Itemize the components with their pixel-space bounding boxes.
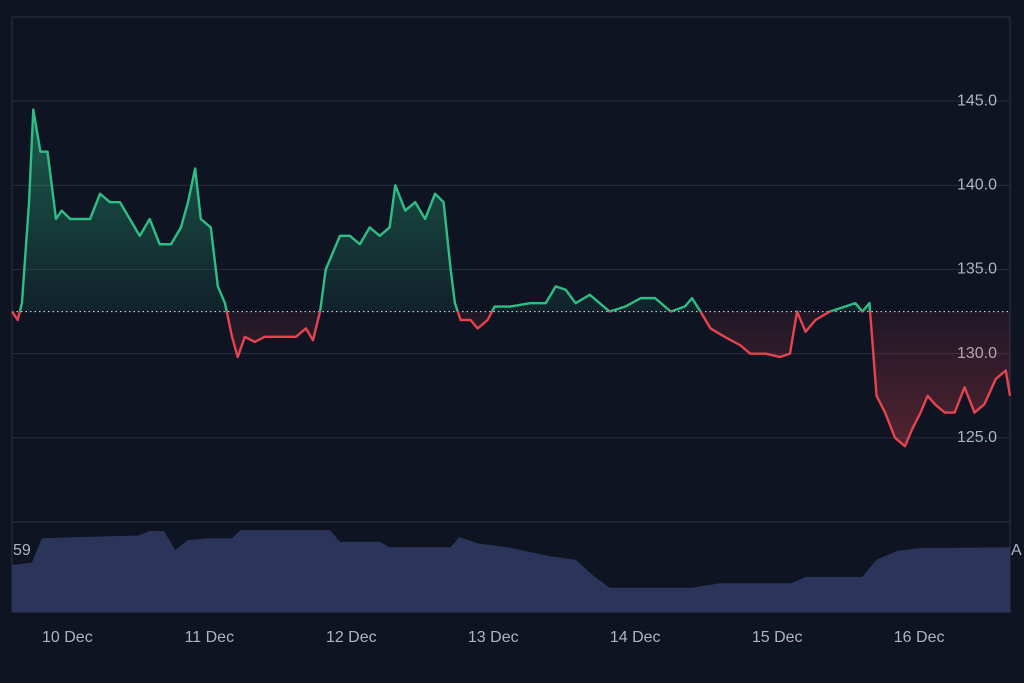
y-tick-label: 145.0: [957, 92, 997, 109]
x-tick-label: 11 Dec: [185, 629, 235, 646]
volume-area: [12, 530, 1010, 612]
x-tick-label: 12 Dec: [326, 629, 377, 646]
y-tick-label: 140.0: [957, 177, 997, 194]
volume-left-label: 59: [13, 542, 31, 559]
price-line: [11, 108, 1012, 448]
x-tick-label: 14 Dec: [610, 629, 661, 646]
x-tick-label: 16 Dec: [894, 629, 945, 646]
y-tick-label: 135.0: [957, 261, 997, 278]
y-tick-label: 125.0: [957, 429, 997, 446]
baseline-area: [12, 109, 1010, 447]
x-tick-label: 13 Dec: [468, 629, 519, 646]
volume-right-label: A: [1011, 542, 1022, 559]
x-tick-label: 15 Dec: [752, 629, 803, 646]
x-tick-label: 10 Dec: [42, 629, 93, 646]
